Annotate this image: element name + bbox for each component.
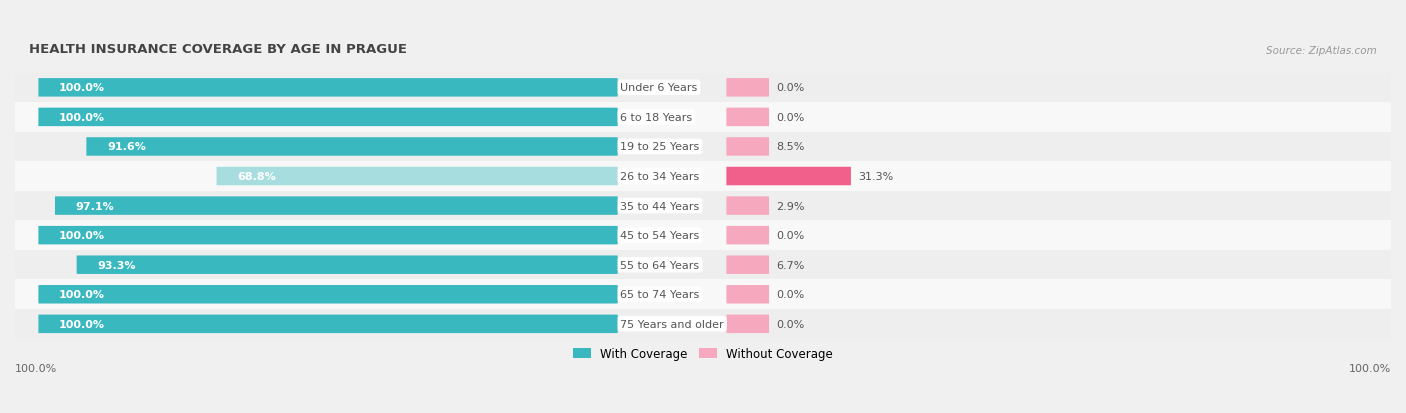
- Text: 100.0%: 100.0%: [59, 113, 105, 123]
- Text: 100.0%: 100.0%: [59, 290, 105, 299]
- Text: Under 6 Years: Under 6 Years: [620, 83, 697, 93]
- Text: 2.9%: 2.9%: [776, 201, 804, 211]
- Text: 45 to 54 Years: 45 to 54 Years: [620, 230, 700, 240]
- Text: 65 to 74 Years: 65 to 74 Years: [620, 290, 700, 299]
- Text: 35 to 44 Years: 35 to 44 Years: [620, 201, 700, 211]
- Text: 100.0%: 100.0%: [1348, 363, 1391, 373]
- FancyBboxPatch shape: [727, 138, 769, 157]
- Text: 6.7%: 6.7%: [776, 260, 804, 270]
- FancyBboxPatch shape: [727, 285, 769, 304]
- FancyBboxPatch shape: [38, 79, 617, 97]
- Text: 8.5%: 8.5%: [776, 142, 804, 152]
- Text: 0.0%: 0.0%: [776, 230, 804, 240]
- Text: 100.0%: 100.0%: [59, 83, 105, 93]
- FancyBboxPatch shape: [86, 138, 617, 157]
- Text: 19 to 25 Years: 19 to 25 Years: [620, 142, 700, 152]
- Text: 100.0%: 100.0%: [59, 230, 105, 240]
- Text: 26 to 34 Years: 26 to 34 Years: [620, 172, 700, 182]
- Text: 75 Years and older: 75 Years and older: [620, 319, 724, 329]
- Text: 55 to 64 Years: 55 to 64 Years: [620, 260, 700, 270]
- FancyBboxPatch shape: [727, 197, 769, 215]
- Bar: [15, 221, 1391, 250]
- FancyBboxPatch shape: [727, 167, 851, 186]
- Bar: [15, 191, 1391, 221]
- Bar: [15, 74, 1391, 103]
- Text: 31.3%: 31.3%: [858, 172, 893, 182]
- FancyBboxPatch shape: [727, 315, 769, 333]
- Text: 91.6%: 91.6%: [107, 142, 146, 152]
- FancyBboxPatch shape: [38, 226, 617, 245]
- Text: 0.0%: 0.0%: [776, 113, 804, 123]
- Bar: [15, 250, 1391, 280]
- Text: 97.1%: 97.1%: [76, 201, 114, 211]
- FancyBboxPatch shape: [38, 108, 617, 127]
- FancyBboxPatch shape: [727, 79, 769, 97]
- Text: 68.8%: 68.8%: [238, 172, 276, 182]
- Bar: [15, 103, 1391, 132]
- FancyBboxPatch shape: [38, 315, 617, 333]
- FancyBboxPatch shape: [77, 256, 617, 274]
- Text: 0.0%: 0.0%: [776, 83, 804, 93]
- FancyBboxPatch shape: [727, 108, 769, 127]
- Text: 100.0%: 100.0%: [15, 363, 58, 373]
- Text: 6 to 18 Years: 6 to 18 Years: [620, 113, 693, 123]
- Text: 93.3%: 93.3%: [97, 260, 136, 270]
- Text: 0.0%: 0.0%: [776, 319, 804, 329]
- FancyBboxPatch shape: [38, 285, 617, 304]
- Legend: With Coverage, Without Coverage: With Coverage, Without Coverage: [568, 342, 838, 365]
- Text: Source: ZipAtlas.com: Source: ZipAtlas.com: [1267, 46, 1378, 56]
- Bar: [15, 280, 1391, 309]
- Text: HEALTH INSURANCE COVERAGE BY AGE IN PRAGUE: HEALTH INSURANCE COVERAGE BY AGE IN PRAG…: [28, 43, 406, 56]
- Bar: [15, 309, 1391, 339]
- FancyBboxPatch shape: [217, 167, 617, 186]
- Bar: [15, 162, 1391, 191]
- FancyBboxPatch shape: [55, 197, 617, 215]
- FancyBboxPatch shape: [727, 226, 769, 245]
- Text: 100.0%: 100.0%: [59, 319, 105, 329]
- Bar: [15, 132, 1391, 162]
- Text: 0.0%: 0.0%: [776, 290, 804, 299]
- FancyBboxPatch shape: [727, 256, 769, 274]
